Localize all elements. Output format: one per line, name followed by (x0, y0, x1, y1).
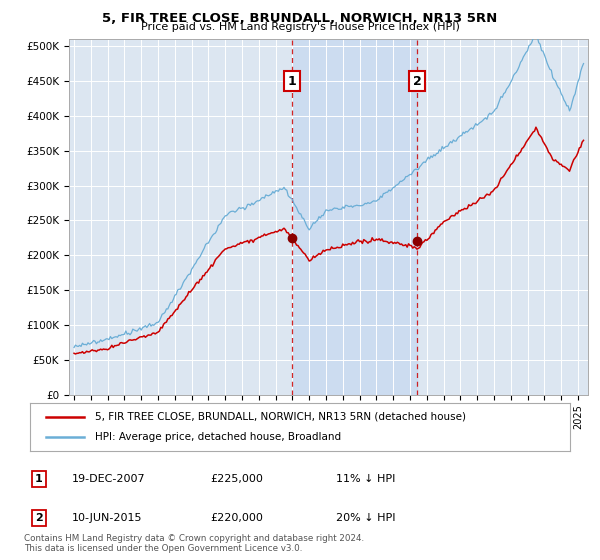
Text: 1: 1 (287, 74, 296, 87)
Text: Contains HM Land Registry data © Crown copyright and database right 2024.
This d: Contains HM Land Registry data © Crown c… (24, 534, 364, 553)
Text: 20% ↓ HPI: 20% ↓ HPI (336, 513, 395, 523)
Text: £225,000: £225,000 (210, 474, 263, 484)
Bar (292, 39, 418, 395)
Text: HPI: Average price, detached house, Broadland: HPI: Average price, detached house, Broa… (95, 432, 341, 442)
Text: 2: 2 (413, 74, 422, 87)
Text: 2: 2 (35, 513, 43, 523)
Text: 10-JUN-2015: 10-JUN-2015 (72, 513, 143, 523)
Text: 5, FIR TREE CLOSE, BRUNDALL, NORWICH, NR13 5RN: 5, FIR TREE CLOSE, BRUNDALL, NORWICH, NR… (103, 12, 497, 25)
Text: 11% ↓ HPI: 11% ↓ HPI (336, 474, 395, 484)
Text: 5, FIR TREE CLOSE, BRUNDALL, NORWICH, NR13 5RN (detached house): 5, FIR TREE CLOSE, BRUNDALL, NORWICH, NR… (95, 412, 466, 422)
Text: 1: 1 (35, 474, 43, 484)
Text: Price paid vs. HM Land Registry's House Price Index (HPI): Price paid vs. HM Land Registry's House … (140, 22, 460, 32)
Text: 19-DEC-2007: 19-DEC-2007 (72, 474, 146, 484)
Text: £220,000: £220,000 (210, 513, 263, 523)
